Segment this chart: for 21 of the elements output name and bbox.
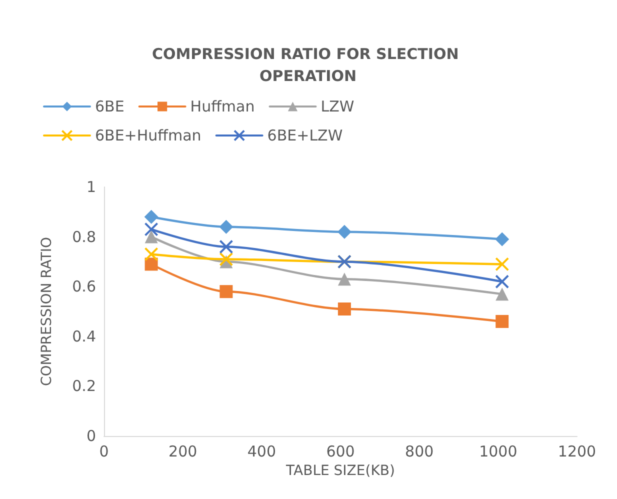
y-tick-label: 0.6: [72, 278, 96, 296]
legend-label: Huffman: [190, 98, 255, 116]
x-tick-label: 800: [405, 442, 434, 460]
x-tick-label: 600: [326, 442, 355, 460]
x-axis-title: TABLE SIZE(KB): [285, 462, 395, 479]
x-tick-label: 1000: [479, 442, 518, 460]
x-tick-label: 200: [168, 442, 198, 460]
y-tick-label: 0.8: [72, 228, 96, 246]
legend-label: 6BE+Huffman: [95, 126, 202, 144]
legend-label: 6BE+LZW: [267, 126, 343, 144]
legend-label: LZW: [320, 98, 354, 116]
legend-label: 6BE: [95, 98, 124, 116]
chart-title: COMPRESSION RATIO FOR SLECTION OPERATION: [152, 45, 464, 85]
y-tick-label: 0.4: [72, 327, 96, 346]
x-tick-label: 0: [99, 442, 109, 460]
y-tick-label: 0.2: [72, 377, 96, 396]
x-tick-label: 400: [247, 442, 276, 460]
y-tick-label: 0: [86, 427, 96, 445]
y-tick-label: 1: [86, 178, 96, 196]
x-tick-label: 1200: [558, 442, 596, 460]
y-axis-title: COMPRESSION RATIO: [39, 236, 55, 386]
